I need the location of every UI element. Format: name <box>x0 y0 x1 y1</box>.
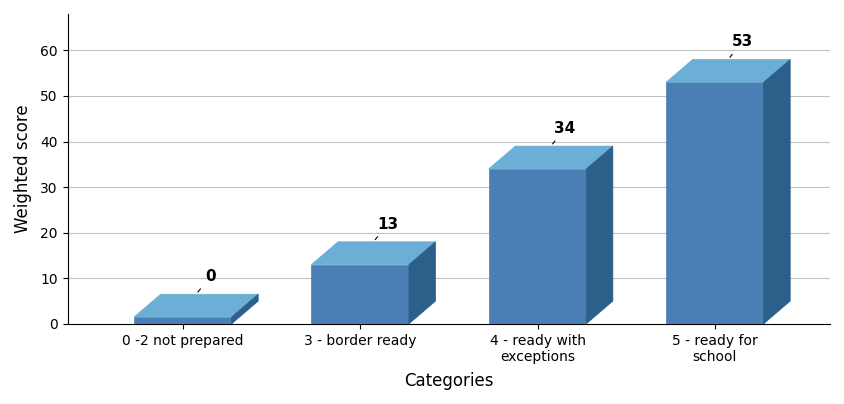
Polygon shape <box>311 242 436 265</box>
Polygon shape <box>764 59 790 324</box>
Text: 34: 34 <box>553 121 576 144</box>
Polygon shape <box>311 265 409 324</box>
Polygon shape <box>666 82 764 324</box>
Polygon shape <box>409 242 436 324</box>
Polygon shape <box>666 59 790 82</box>
Polygon shape <box>134 317 231 324</box>
Y-axis label: Weighted score: Weighted score <box>14 105 32 233</box>
Text: 0: 0 <box>197 269 215 292</box>
X-axis label: Categories: Categories <box>404 372 494 390</box>
Polygon shape <box>134 294 258 317</box>
Polygon shape <box>231 294 258 324</box>
Polygon shape <box>489 169 587 324</box>
Text: 53: 53 <box>730 34 753 57</box>
Polygon shape <box>587 146 613 324</box>
Text: 13: 13 <box>376 217 398 240</box>
Polygon shape <box>489 146 613 169</box>
